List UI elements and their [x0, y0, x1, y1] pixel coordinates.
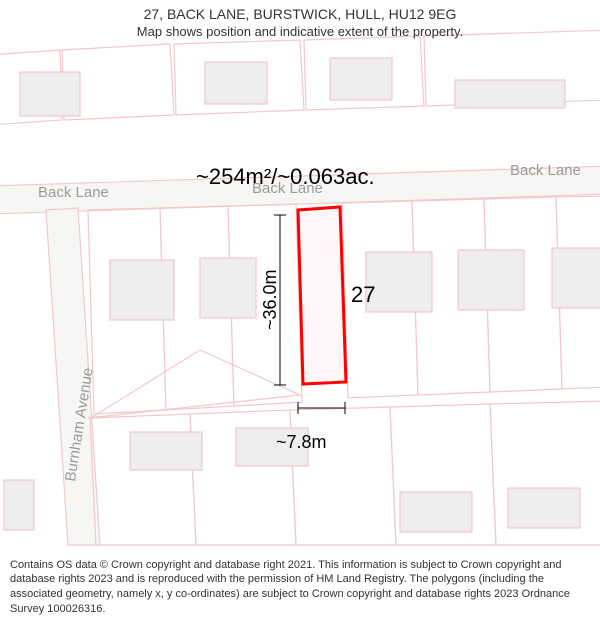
height-dimension-label: ~36.0m	[260, 269, 281, 330]
page-subtitle: Map shows position and indicative extent…	[10, 24, 590, 39]
map-svg	[0, 0, 600, 625]
footer-attribution: Contains OS data © Crown copyright and d…	[0, 552, 600, 625]
width-dimension-label: ~7.8m	[276, 432, 327, 453]
road-label-back-lane-2: Back Lane	[252, 180, 323, 197]
page-title: 27, BACK LANE, BURSTWICK, HULL, HU12 9EG	[10, 6, 590, 22]
header: 27, BACK LANE, BURSTWICK, HULL, HU12 9EG…	[0, 0, 600, 43]
road-label-back-lane-3: Back Lane	[510, 162, 581, 179]
plot-number-label: 27	[351, 282, 375, 308]
road-label-back-lane-1: Back Lane	[38, 184, 109, 201]
